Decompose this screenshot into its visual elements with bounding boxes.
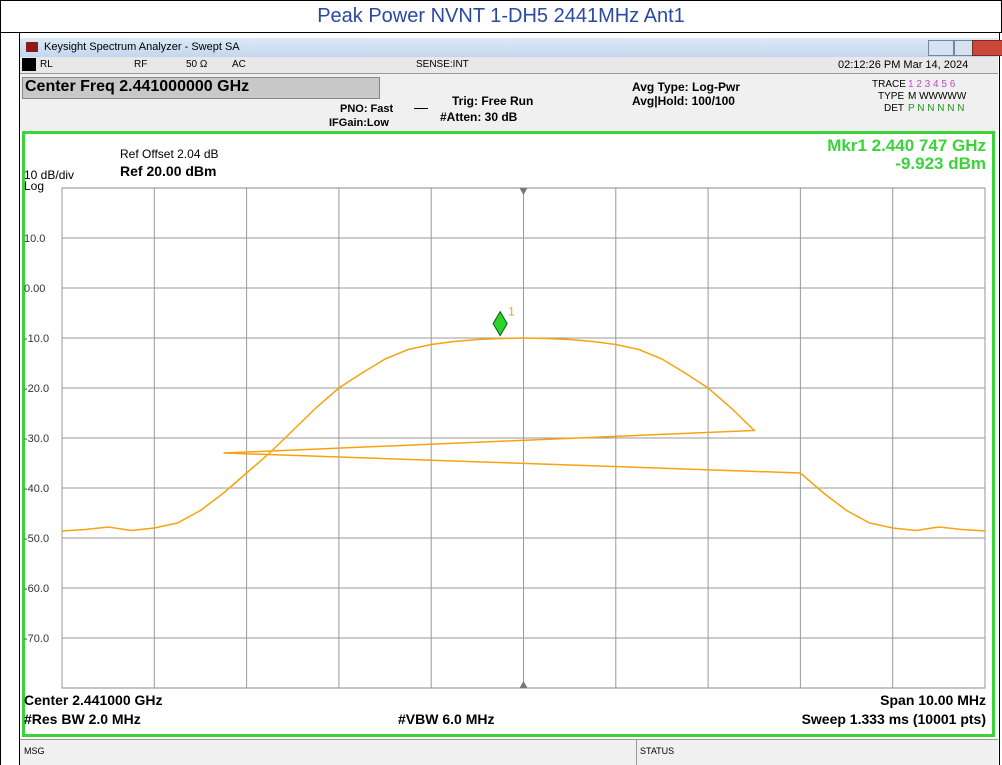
trace-line — [61, 337, 986, 532]
divider — [636, 739, 637, 765]
status-item: SENSE:INT — [416, 59, 469, 70]
trace-label: TRACE — [872, 79, 906, 90]
ref-level: Ref 20.00 dBm — [120, 163, 217, 179]
msg: MSG — [24, 746, 45, 756]
type-vals: M WWWWW — [908, 91, 967, 102]
marker-level: -9.923 dBm — [895, 154, 986, 173]
status-row — [20, 57, 998, 74]
trace-nums: 1 2 3 4 5 6 — [908, 79, 956, 90]
avg-hold: Avg|Hold: 100/100 — [632, 94, 735, 108]
rbw: #Res BW 2.0 MHz — [24, 711, 141, 727]
y-tick-label: -60.0 — [24, 583, 49, 595]
atten: #Atten: 30 dB — [440, 110, 518, 124]
y-tick-label: -10.0 — [24, 333, 49, 345]
center-freq: Center Freq 2.441000000 GHz — [22, 77, 380, 99]
pno-arrow — [414, 108, 428, 109]
app-icon — [26, 42, 38, 52]
bottom-bar — [20, 739, 998, 765]
y-tick-label: -70.0 — [24, 633, 49, 645]
y-tick-label: -20.0 — [24, 383, 49, 395]
trig: Trig: Free Run — [452, 94, 534, 108]
lxi-icon — [22, 58, 36, 71]
sweep: Sweep 1.333 ms (10001 pts) — [801, 711, 986, 727]
status-item: RL — [40, 59, 53, 70]
scale: 10 dB/div — [24, 168, 75, 182]
marker-label: 1 — [508, 305, 515, 319]
ifgain: IFGain:Low — [329, 117, 389, 129]
clock: 02:12:26 PM Mar 14, 2024 — [838, 59, 969, 71]
type-label: TYPE — [878, 91, 905, 102]
status-item: AC — [232, 59, 246, 70]
window-title: Keysight Spectrum Analyzer - Swept SA — [44, 41, 240, 53]
det-label: DET — [884, 103, 904, 114]
marker — [492, 310, 508, 337]
marker-freq: Mkr1 2.440 747 GHz — [827, 136, 986, 155]
status: STATUS — [640, 746, 675, 756]
y-tick-label: -50.0 — [24, 533, 49, 545]
y-tick-label: 0.00 — [24, 283, 45, 295]
page-title: Peak Power NVNT 1-DH5 2441MHz Ant1 — [317, 5, 685, 27]
det-vals: P N N N N N — [908, 103, 965, 114]
frame — [999, 32, 1000, 765]
center: Center 2.441000 GHz — [24, 692, 163, 708]
scale-type: Log — [24, 179, 45, 193]
avg-type: Avg Type: Log-Pwr — [632, 80, 740, 94]
frame — [0, 32, 20, 765]
status-item: 50 Ω — [186, 59, 208, 70]
y-tick-label: -30.0 — [24, 433, 49, 445]
minimize-button[interactable] — [928, 40, 954, 56]
close-button[interactable] — [972, 40, 1002, 56]
status-item: RF — [134, 59, 148, 70]
span: Span 10.00 MHz — [880, 692, 986, 708]
y-tick-label: -40.0 — [24, 483, 49, 495]
y-tick-label: 10.0 — [24, 233, 45, 245]
pno: PNO: Fast — [340, 103, 394, 115]
vbw: #VBW 6.0 MHz — [398, 711, 495, 727]
display-panel — [22, 131, 995, 737]
window-titlebar — [20, 38, 998, 57]
ref-offset: Ref Offset 2.04 dB — [120, 147, 219, 161]
